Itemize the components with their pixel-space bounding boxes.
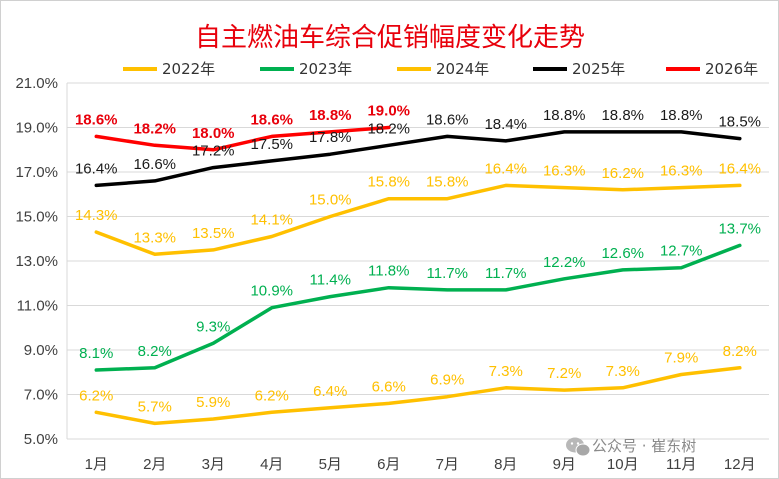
data-label: 5.9% — [196, 394, 230, 411]
data-label: 16.3% — [660, 163, 703, 180]
data-label: 18.5% — [718, 114, 761, 131]
data-label: 16.4% — [484, 160, 527, 177]
x-tick-label: 3月 — [202, 456, 225, 473]
y-tick-label: 15.0% — [15, 209, 58, 226]
data-labels: 6.2% 5.7% 5.9% 6.2% 6.4% 6.6% 6.9% 7.3% 7.2% 7.3%… — [75, 103, 761, 416]
data-label: 12.6% — [601, 245, 644, 262]
data-label: 16.2% — [601, 165, 644, 182]
x-tick-label: 1月 — [85, 456, 108, 473]
data-label: 17.8% — [309, 129, 352, 146]
data-label: 18.0% — [192, 125, 235, 142]
data-label: 15.8% — [426, 174, 469, 191]
data-label: 7.3% — [606, 363, 640, 380]
x-tick-label: 10月 — [607, 456, 639, 473]
data-label: 6.4% — [313, 383, 347, 400]
x-tick-label: 9月 — [553, 456, 576, 473]
data-label: 6.6% — [372, 378, 406, 395]
data-label: 16.6% — [133, 156, 176, 173]
data-label: 13.5% — [192, 225, 235, 242]
data-label: 18.6% — [426, 111, 469, 128]
data-label: 8.1% — [79, 345, 113, 362]
y-axis: 5.0% 7.0% 9.0% 11.0% 13.0% 15.0% 17.0% 19.0% 21.… — [15, 75, 58, 448]
data-label: 10.9% — [250, 283, 293, 300]
data-label: 8.2% — [138, 343, 172, 360]
data-label: 18.8% — [660, 107, 703, 124]
data-label: 16.4% — [75, 160, 118, 177]
data-label: 5.7% — [138, 398, 172, 415]
series-line-2023年 — [94, 243, 742, 372]
watermark: 公众号 · 崔东树 — [566, 437, 696, 457]
x-tick-label: 2月 — [143, 456, 166, 473]
series-line-2025年 — [94, 130, 742, 188]
legend-label: 2026年 — [705, 60, 758, 78]
data-label: 18.8% — [543, 107, 586, 124]
data-label: 18.2% — [133, 120, 176, 137]
y-tick-label: 11.0% — [17, 298, 58, 315]
x-tick-label: 6月 — [377, 456, 400, 473]
data-label: 6.9% — [430, 372, 464, 389]
data-label: 7.3% — [489, 363, 523, 380]
data-label: 6.2% — [255, 387, 289, 404]
y-tick-label: 17.0% — [15, 164, 58, 181]
data-label: 16.4% — [718, 160, 761, 177]
data-label: 8.2% — [723, 343, 757, 360]
data-label: 6.2% — [79, 387, 113, 404]
data-label: 11.7% — [427, 265, 468, 282]
series-line-2026年 — [94, 125, 391, 152]
x-tick-label: 4月 — [260, 456, 283, 473]
data-label: 7.9% — [664, 349, 698, 366]
data-label: 13.7% — [718, 220, 761, 237]
x-tick-label: 12月 — [724, 456, 756, 473]
x-tick-label: 7月 — [436, 456, 459, 473]
series-line-2024年 — [94, 183, 742, 257]
data-label: 13.3% — [133, 229, 176, 246]
y-tick-label: 5.0% — [24, 431, 58, 448]
data-label: 17.5% — [250, 136, 293, 153]
data-label: 9.3% — [196, 318, 230, 335]
data-label: 18.8% — [309, 107, 352, 124]
y-tick-label: 13.0% — [15, 253, 58, 270]
data-label: 12.7% — [660, 243, 703, 260]
x-axis: 1月 2月 3月 4月 5月 6月 7月 8月 9月 10月 11月 12月 — [85, 456, 756, 473]
data-label: 18.6% — [75, 111, 118, 128]
grid — [66, 82, 769, 440]
series-line-2022年 — [94, 366, 742, 426]
data-label: 18.6% — [250, 111, 293, 128]
data-label: 18.8% — [601, 107, 644, 124]
data-label: 15.8% — [367, 174, 410, 191]
data-label: 18.4% — [484, 116, 527, 133]
y-tick-label: 21.0% — [15, 75, 58, 92]
legend: 2022年 2023年 2024年 2025年 2026年 — [123, 60, 758, 78]
data-label: 19.0% — [367, 103, 410, 120]
legend-label: 2022年 — [162, 60, 215, 78]
data-label: 11.7% — [485, 265, 526, 282]
legend-label: 2023年 — [299, 60, 352, 78]
x-tick-label: 8月 — [494, 456, 517, 473]
y-tick-label: 7.0% — [24, 387, 58, 404]
data-label: 12.2% — [543, 254, 586, 271]
legend-label: 2024年 — [436, 60, 489, 78]
data-label: 11.4% — [310, 272, 351, 289]
y-tick-label: 19.0% — [15, 120, 58, 137]
data-label: 14.3% — [75, 207, 118, 224]
data-label: 18.2% — [367, 120, 410, 137]
data-label: 14.1% — [250, 212, 293, 229]
watermark-text: 公众号 · 崔东树 — [592, 437, 696, 455]
y-tick-label: 9.0% — [24, 342, 58, 359]
data-label: 7.2% — [547, 365, 581, 382]
legend-label: 2025年 — [572, 60, 625, 78]
series-lines — [94, 125, 742, 426]
wechat-icon — [566, 437, 591, 457]
x-tick-label: 5月 — [319, 456, 342, 473]
data-label: 11.8% — [368, 263, 409, 280]
data-label: 15.0% — [309, 192, 352, 209]
data-label: 16.3% — [543, 163, 586, 180]
data-label: 17.2% — [192, 143, 235, 160]
chart-title: 自主燃油车综合促销幅度变化走势 — [195, 23, 585, 53]
x-tick-label: 11月 — [666, 456, 697, 473]
